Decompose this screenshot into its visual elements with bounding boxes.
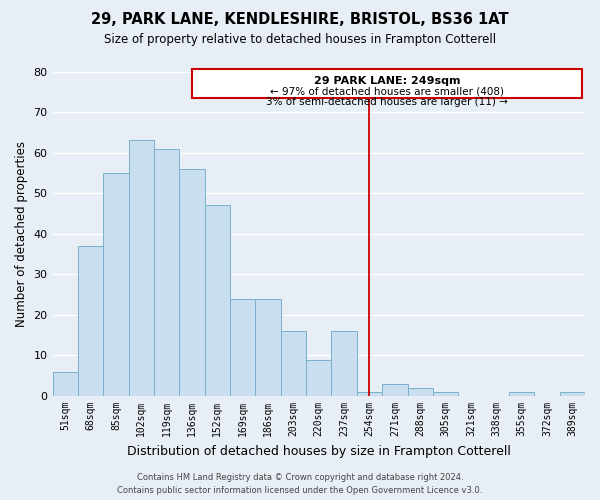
Bar <box>306 360 331 396</box>
Bar <box>331 331 357 396</box>
X-axis label: Distribution of detached houses by size in Frampton Cotterell: Distribution of detached houses by size … <box>127 444 511 458</box>
Text: Size of property relative to detached houses in Frampton Cotterell: Size of property relative to detached ho… <box>104 32 496 46</box>
Bar <box>433 392 458 396</box>
Bar <box>205 206 230 396</box>
Text: ← 97% of detached houses are smaller (408): ← 97% of detached houses are smaller (40… <box>270 86 504 97</box>
Bar <box>154 148 179 396</box>
Text: Contains HM Land Registry data © Crown copyright and database right 2024.
Contai: Contains HM Land Registry data © Crown c… <box>118 474 482 495</box>
Bar <box>509 392 534 396</box>
Bar <box>382 384 407 396</box>
Bar <box>128 140 154 396</box>
Bar <box>256 298 281 396</box>
Bar <box>407 388 433 396</box>
Bar <box>357 392 382 396</box>
Bar <box>53 372 78 396</box>
Bar <box>179 169 205 396</box>
Text: 29 PARK LANE: 249sqm: 29 PARK LANE: 249sqm <box>314 76 460 86</box>
Y-axis label: Number of detached properties: Number of detached properties <box>15 141 28 327</box>
Bar <box>281 331 306 396</box>
Text: 3% of semi-detached houses are larger (11) →: 3% of semi-detached houses are larger (1… <box>266 97 508 107</box>
Text: 29, PARK LANE, KENDLESHIRE, BRISTOL, BS36 1AT: 29, PARK LANE, KENDLESHIRE, BRISTOL, BS3… <box>91 12 509 28</box>
Bar <box>560 392 585 396</box>
FancyBboxPatch shape <box>192 70 583 98</box>
Bar <box>230 298 256 396</box>
Bar <box>103 173 128 396</box>
Bar <box>78 246 103 396</box>
